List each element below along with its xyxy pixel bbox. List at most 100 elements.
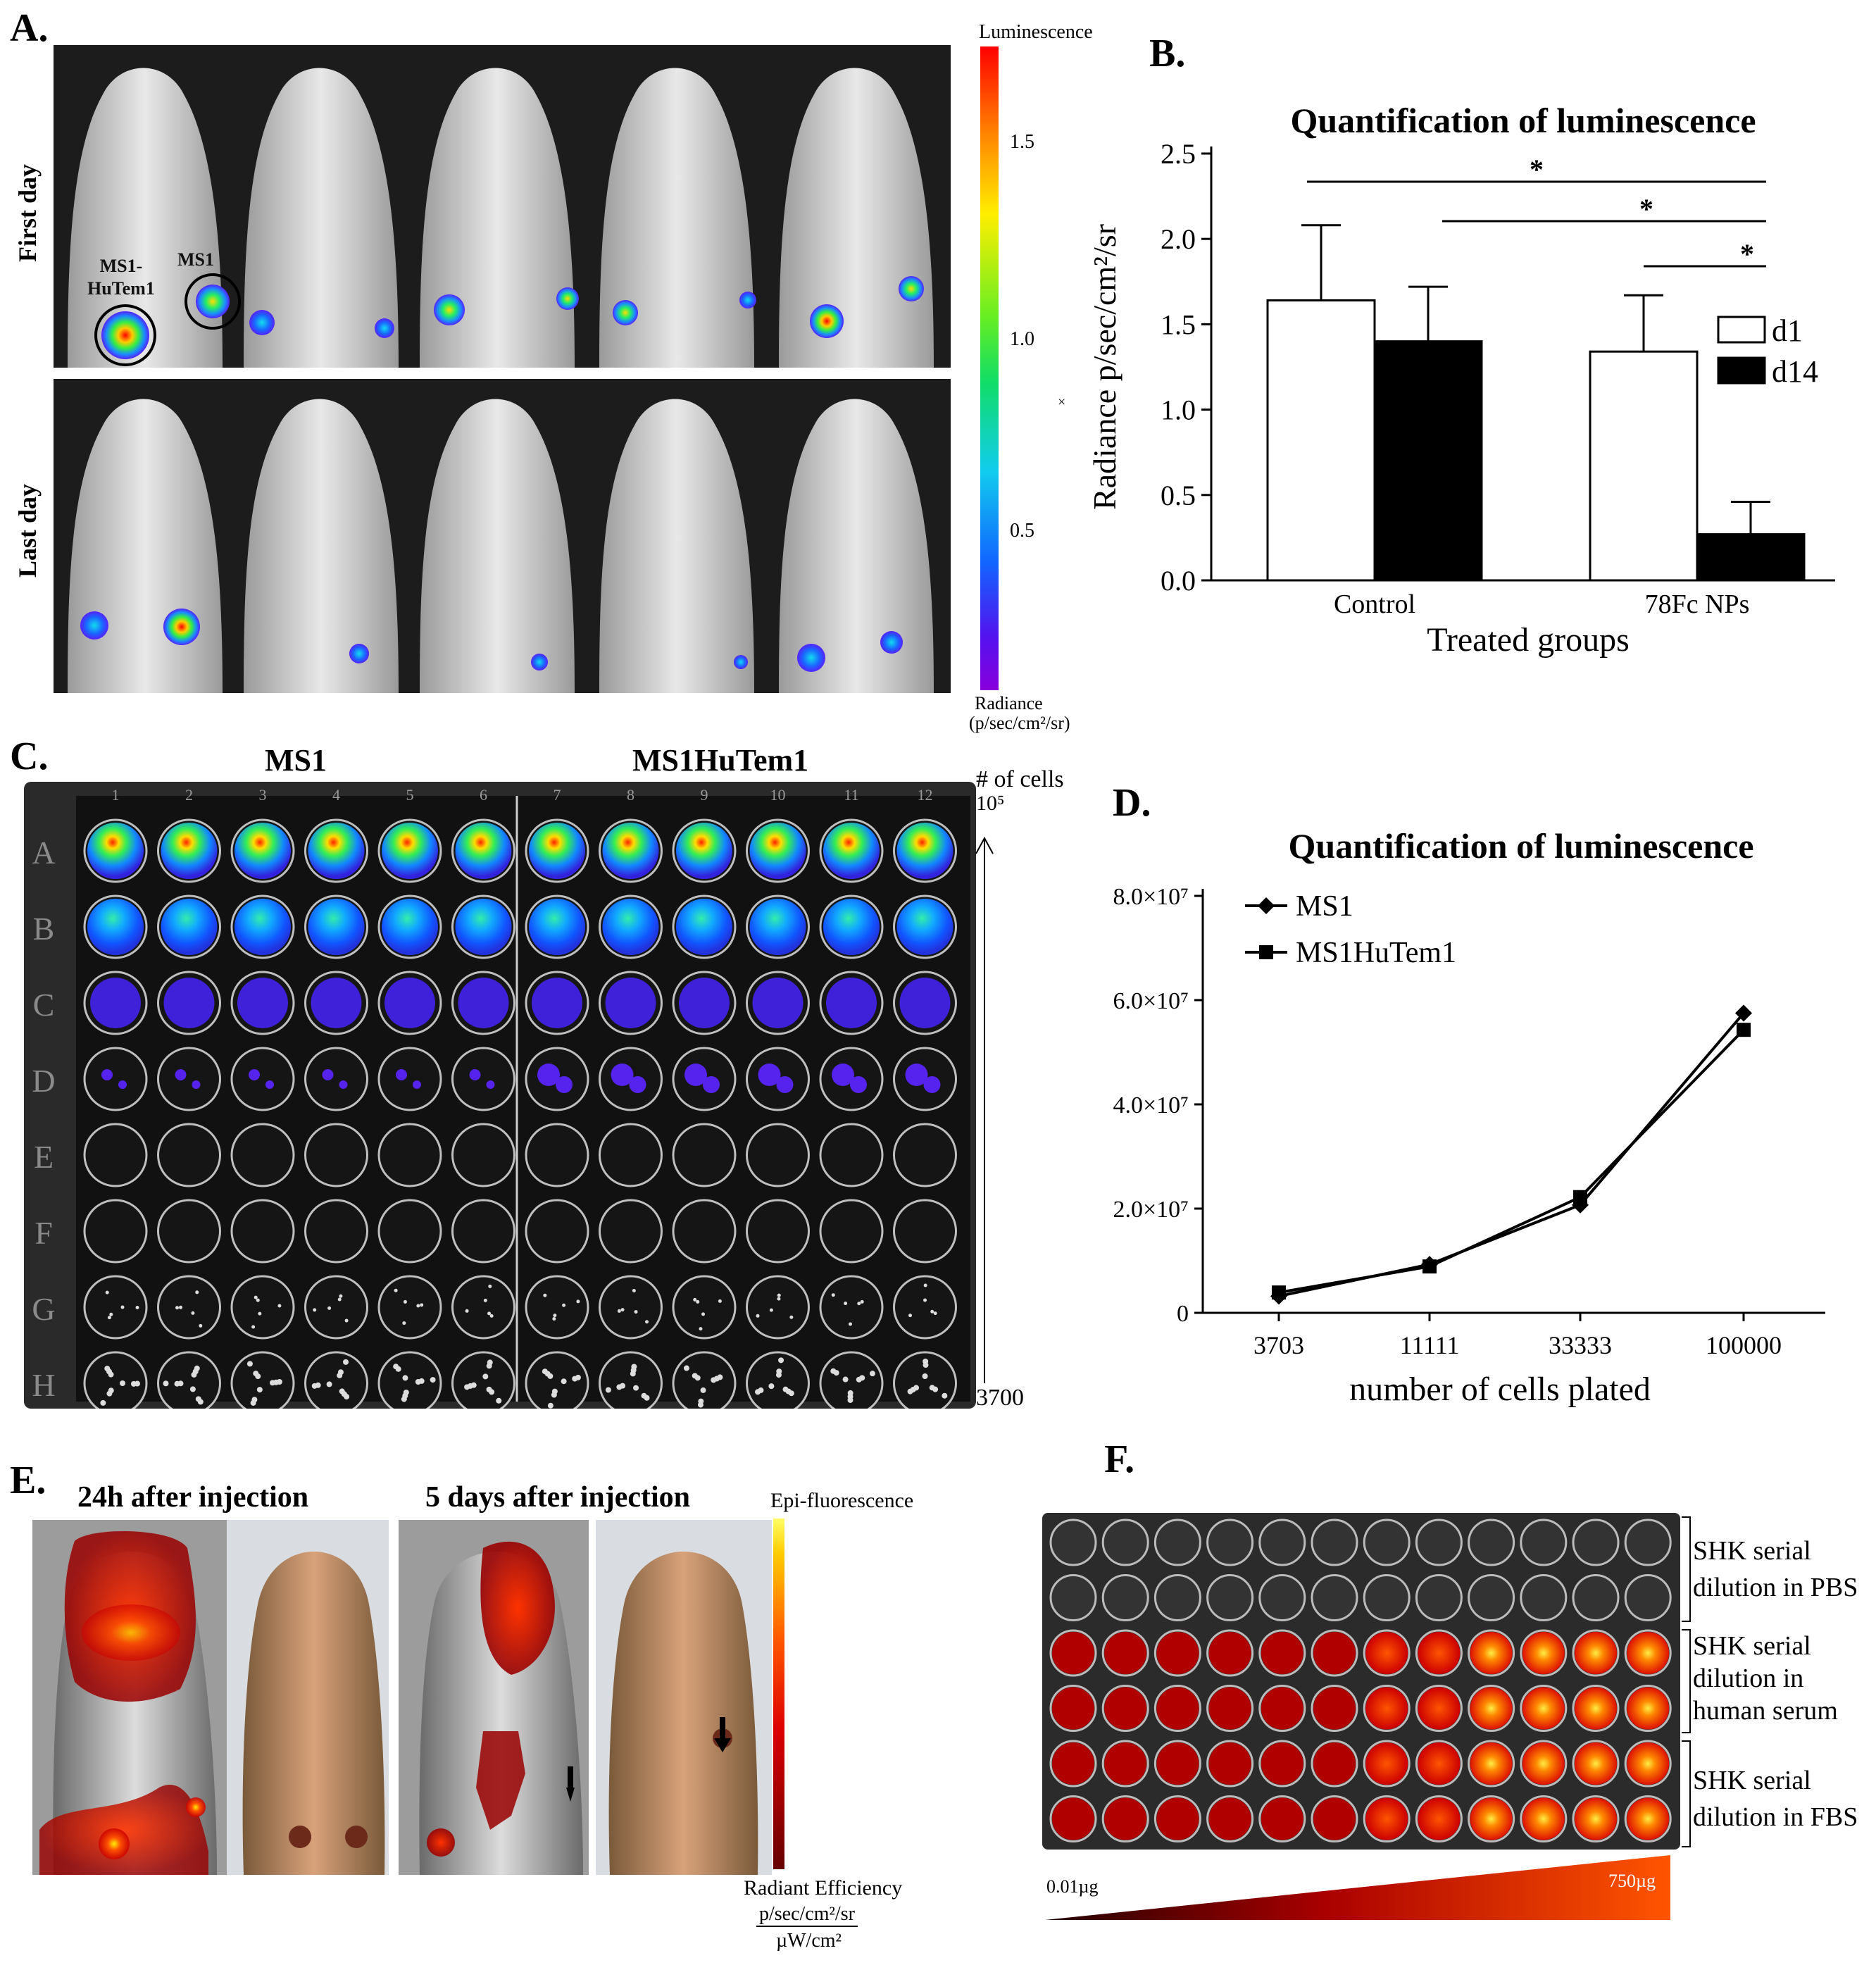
- plate-c-well-signal: [703, 1076, 720, 1093]
- plate-c-well-speck: [255, 1373, 261, 1380]
- plate-c-well-speck: [177, 1380, 184, 1387]
- plate-c-col-number: 2: [185, 786, 193, 804]
- plate-c-col-number: 10: [770, 786, 786, 804]
- chart-d-xtick-label: 33333: [1549, 1331, 1612, 1359]
- plate-f-well-signal: [1575, 1687, 1617, 1730]
- plate-c-well: [525, 1199, 589, 1264]
- chart-d: Quantification of luminescence 0 2.0×10⁷ 4.…: [1113, 826, 1825, 1408]
- row-label-first-day: First day: [13, 164, 42, 262]
- plate-c-well-signal: [529, 899, 585, 955]
- plate-c-well-signal: [237, 978, 288, 1028]
- plate-c-well-signal: [749, 899, 806, 955]
- plate-f-well-signal: [1104, 1687, 1147, 1730]
- plate-c-well-speck: [254, 1295, 258, 1299]
- plate-c-well-speck: [120, 1305, 125, 1309]
- plate-c-well-signal: [458, 978, 509, 1028]
- chart-d-xlabel: number of cells plated: [1349, 1371, 1651, 1408]
- plate-f-well-signal: [1052, 1632, 1094, 1674]
- plate-c-well-speck: [844, 1302, 848, 1306]
- chart-d-ytick-label: 6.0×10⁷: [1113, 988, 1189, 1014]
- plate-f-well: [1311, 1574, 1358, 1621]
- plate-f-well-signal: [1627, 1742, 1670, 1785]
- plate-c-well-speck: [251, 1325, 256, 1329]
- plate-c-well-speck: [696, 1299, 700, 1304]
- plate-f-well-signal: [1261, 1797, 1303, 1840]
- plate-c-well-signal: [161, 899, 218, 955]
- plate-c-well-speck: [344, 1318, 349, 1323]
- plate-c-well-speck: [191, 1371, 197, 1378]
- plate-f-well-signal: [1418, 1687, 1461, 1730]
- plate-c-well-speck: [403, 1390, 409, 1396]
- plate-f-well: [1206, 1518, 1254, 1566]
- plate-c-well: [230, 1123, 295, 1187]
- chart-b-legend-label-d1: d1: [1772, 313, 1803, 348]
- gradient-high-label: 750µg: [1608, 1871, 1656, 1891]
- plate-c-well-speck: [777, 1293, 781, 1297]
- gradient-wedge-f: [1045, 1855, 1670, 1920]
- plate-f-well: [1624, 1518, 1672, 1566]
- plate-c-row-letter: D: [32, 1063, 55, 1099]
- plate-c-well-speck: [394, 1288, 398, 1292]
- plate-c-well: [599, 1351, 663, 1409]
- chart-b-bar-d1-0: [1266, 299, 1376, 582]
- plate-c-well-signal: [826, 978, 877, 1028]
- plate-f-well-signal: [1365, 1687, 1408, 1730]
- chart-b-legend-swatch-d14: [1717, 356, 1766, 385]
- plate-c-well: [157, 1199, 221, 1264]
- plate-f-well-signal: [1208, 1742, 1251, 1785]
- chart-b-ytick-label: 1.5: [1161, 308, 1196, 340]
- plate-c-well: [672, 1275, 737, 1340]
- plate-f-well-signal: [1156, 1687, 1199, 1730]
- plate-c-col-number: 3: [259, 786, 267, 804]
- plate-c-well-speck: [769, 1308, 773, 1312]
- plate-f-well-signal: [1208, 1632, 1251, 1674]
- panel-e-label: E.: [10, 1459, 46, 1502]
- plate-c-well: [83, 1123, 148, 1187]
- plate-f-well-signal: [1365, 1742, 1408, 1785]
- plate-c-well: [746, 1275, 810, 1340]
- colorbar-e-unit-numerator: p/sec/cm²/sr: [756, 1903, 858, 1927]
- plate-c-well-speck: [842, 1376, 849, 1383]
- axis-c-bottom-value: 3700: [976, 1385, 1024, 1411]
- plate-c-well: [819, 1351, 884, 1409]
- plate-c-well-signal: [382, 899, 438, 955]
- plate-c-well-speck: [572, 1376, 578, 1382]
- plate-f-well: [1101, 1518, 1149, 1566]
- plate-c-well: [451, 1047, 515, 1111]
- plate-f-well-signal: [1156, 1797, 1199, 1840]
- plate-c-col-number: 8: [627, 786, 634, 804]
- plate-c-well-signal: [413, 1080, 421, 1089]
- plate-c-well-signal: [163, 978, 215, 1028]
- panel-f-label: F.: [1104, 1437, 1135, 1481]
- chart-d-legend-marker-MS1HuTem1: [1259, 945, 1273, 959]
- plate-c-well-signal: [679, 978, 730, 1028]
- plate-c-well-signal: [101, 1069, 113, 1080]
- plate-c-row-letter: C: [33, 987, 55, 1023]
- colorbar-a-unit: (p/sec/cm²/sr): [969, 713, 1070, 733]
- plate-f-well-signal: [1627, 1687, 1670, 1730]
- plate-c-well: [304, 1199, 368, 1264]
- annotation-ms1-hutem1: MS1- HuTem1: [87, 256, 155, 299]
- plate-c-well-speck: [120, 1380, 125, 1386]
- chart-d-title: Quantification of luminescence: [1288, 826, 1753, 866]
- plate-c-well-signal: [602, 823, 659, 879]
- chart-d-line-MS1: [1278, 1012, 1745, 1298]
- plate-c-well-speck: [488, 1284, 492, 1288]
- mouse-row-last-day: [68, 399, 934, 693]
- plate-c-well-speck: [109, 1312, 113, 1316]
- plate-c-well-speck: [620, 1308, 625, 1312]
- plate-c-well-signal: [161, 823, 218, 879]
- plate-c-well: [157, 1123, 221, 1187]
- colorbar-a-unit-label: Radiance: [975, 693, 1043, 713]
- subtitle-24h: 24h after injection: [77, 1481, 309, 1514]
- plate-c-well-speck: [645, 1320, 649, 1324]
- plate-c-well-speck: [701, 1312, 706, 1316]
- plate-f-well-signal: [1156, 1742, 1199, 1785]
- plate-c-well-signal: [234, 899, 291, 955]
- chart-d-xtick-label: 3703: [1253, 1331, 1304, 1359]
- plate-c-well: [451, 1199, 515, 1264]
- plate-f-well: [1415, 1518, 1463, 1566]
- plate-c-col-number: 1: [112, 786, 120, 804]
- plate-f-well-signal: [1522, 1687, 1565, 1730]
- plate-c-well-speck: [923, 1298, 927, 1302]
